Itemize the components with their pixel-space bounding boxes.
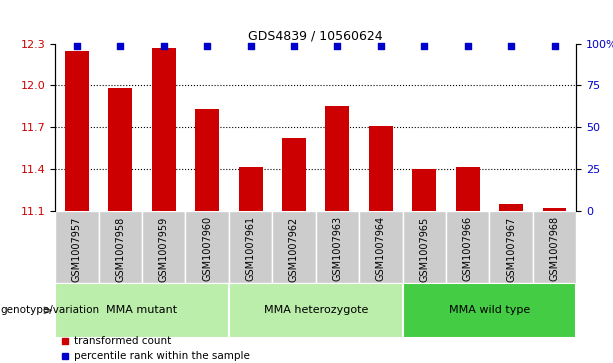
Bar	[55, 211, 99, 283]
Bar	[185, 211, 229, 283]
Bar	[109, 88, 132, 211]
Point	[159, 43, 169, 49]
Point	[376, 43, 386, 49]
Bar	[446, 211, 489, 283]
Point	[115, 43, 125, 49]
Text: GSM1007962: GSM1007962	[289, 216, 299, 282]
Point	[332, 43, 342, 49]
Legend: transformed count, percentile rank within the sample: transformed count, percentile rank withi…	[60, 336, 249, 362]
Text: GSM1007958: GSM1007958	[115, 216, 125, 282]
Point	[246, 43, 256, 49]
Text: GSM1007957: GSM1007957	[72, 216, 82, 282]
Point	[72, 43, 82, 49]
Point	[419, 43, 429, 49]
Bar	[229, 211, 272, 283]
Bar	[195, 109, 219, 211]
Bar	[533, 211, 576, 283]
Point	[289, 43, 299, 49]
Title: GDS4839 / 10560624: GDS4839 / 10560624	[248, 29, 383, 42]
Text: GSM1007961: GSM1007961	[246, 216, 256, 281]
Text: GSM1007968: GSM1007968	[549, 216, 560, 281]
Bar	[55, 283, 229, 338]
Bar	[316, 211, 359, 283]
Text: GSM1007960: GSM1007960	[202, 216, 212, 281]
Point	[463, 43, 473, 49]
Bar	[369, 126, 393, 211]
Bar	[455, 167, 479, 211]
Bar	[142, 211, 185, 283]
Bar	[403, 211, 446, 283]
Bar	[543, 208, 566, 211]
Bar	[272, 211, 316, 283]
Bar	[489, 211, 533, 283]
Bar	[413, 169, 436, 211]
Text: genotype/variation: genotype/variation	[0, 305, 99, 315]
Text: MMA mutant: MMA mutant	[107, 305, 178, 315]
Bar	[282, 138, 306, 211]
Point	[506, 43, 516, 49]
Bar	[229, 283, 403, 338]
Bar	[99, 211, 142, 283]
Bar	[65, 50, 89, 211]
Text: MMA heterozygote: MMA heterozygote	[264, 305, 368, 315]
Text: GSM1007965: GSM1007965	[419, 216, 429, 282]
Text: MMA wild type: MMA wild type	[449, 305, 530, 315]
Point	[202, 43, 212, 49]
Bar	[499, 204, 523, 211]
Text: GSM1007964: GSM1007964	[376, 216, 386, 281]
Bar	[403, 283, 576, 338]
Bar	[152, 48, 176, 211]
Text: GSM1007966: GSM1007966	[463, 216, 473, 281]
Bar	[238, 167, 262, 211]
Point	[550, 43, 560, 49]
Text: GSM1007959: GSM1007959	[159, 216, 169, 282]
Bar	[359, 211, 403, 283]
Bar	[326, 106, 349, 211]
Text: GSM1007963: GSM1007963	[332, 216, 343, 281]
Text: GSM1007967: GSM1007967	[506, 216, 516, 282]
